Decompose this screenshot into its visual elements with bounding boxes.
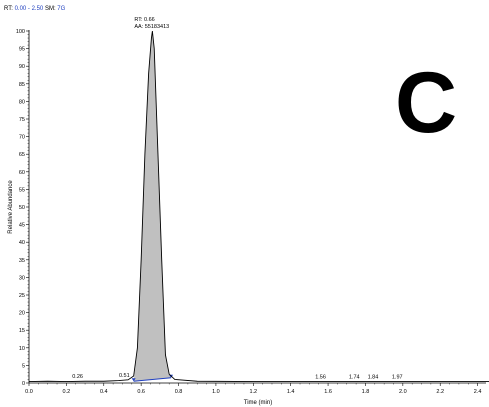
peak-start-marker [131,378,136,382]
peak-annotation: 1.74 [349,375,360,381]
peak-annotation: 1.56 [315,375,326,381]
peak-annotation: 0.26 [72,374,83,380]
rt-label: RT: [4,6,13,12]
series-line [28,30,489,383]
x-tick-label: 1.0 [212,389,220,395]
peak-baseline [133,377,172,382]
peak-annotation: 0.51 [119,373,130,379]
chart-header: RT: 0.00 - 2.50 SM: 7G [4,6,65,12]
y-tick-label: 95 [19,47,25,53]
y-tick-label: 25 [19,293,25,299]
panel-letter: C [395,55,458,151]
y-tick-label: 10 [19,346,25,352]
y-tick-label: 60 [19,170,25,176]
x-tick-label: 1.2 [249,389,257,395]
peak-annotation: AA: 55183413 [134,24,169,30]
y-tick-label: 20 [19,311,25,317]
x-tick-label: 1.8 [362,389,370,395]
y-tick-label: 15 [19,328,25,334]
x-tick-label: 0.2 [63,389,71,395]
y-tick-label: 55 [19,187,25,193]
x-tick-label: 1.6 [324,389,332,395]
y-tick-label: 45 [19,223,25,229]
x-tick-label: 0.6 [137,389,145,395]
y-tick-label: 30 [19,275,25,281]
rt-range: 0.00 - 2.50 [14,6,44,12]
y-tick-label: 50 [19,205,25,211]
y-tick-label: 0 [22,381,25,387]
peak-annotation: 1.84 [368,375,379,381]
x-tick-label: 2.4 [474,389,482,395]
peak-fill [133,31,172,382]
y-tick-label: 80 [19,99,25,105]
x-tick-label: 2.0 [399,389,407,395]
y-axis-label: Relative Abundance [8,180,14,234]
y-tick-label: 70 [19,135,25,141]
y-tick-label: 85 [19,82,25,88]
y-tick-label: 40 [19,240,25,246]
y-tick-label: 35 [19,258,25,264]
x-tick-label: 0.4 [100,389,108,395]
peak-annotation: 1.97 [392,375,403,381]
x-tick-label: 0.0 [25,389,33,395]
sm-label: SM: [44,6,56,12]
y-tick-label: 90 [19,64,25,70]
x-tick-label: 1.4 [287,389,295,395]
x-tick-label: 2.2 [436,389,444,395]
y-tick-label: 100 [16,29,25,35]
x-axis-label: Time (min) [244,400,272,406]
sm-value: 7G [57,6,66,12]
peak-annotation: RT: 0.66 [134,17,154,23]
axes: 0 5 10 15 20 25 30 35 40 45 50 55 60 65 70 75 80 85 90 95 10… [16,29,486,395]
y-tick-label: 65 [19,152,25,158]
y-tick-label: 5 [22,363,25,369]
x-tick-label: 0.8 [175,389,183,395]
trace [28,30,489,383]
y-tick-label: 75 [19,117,25,123]
